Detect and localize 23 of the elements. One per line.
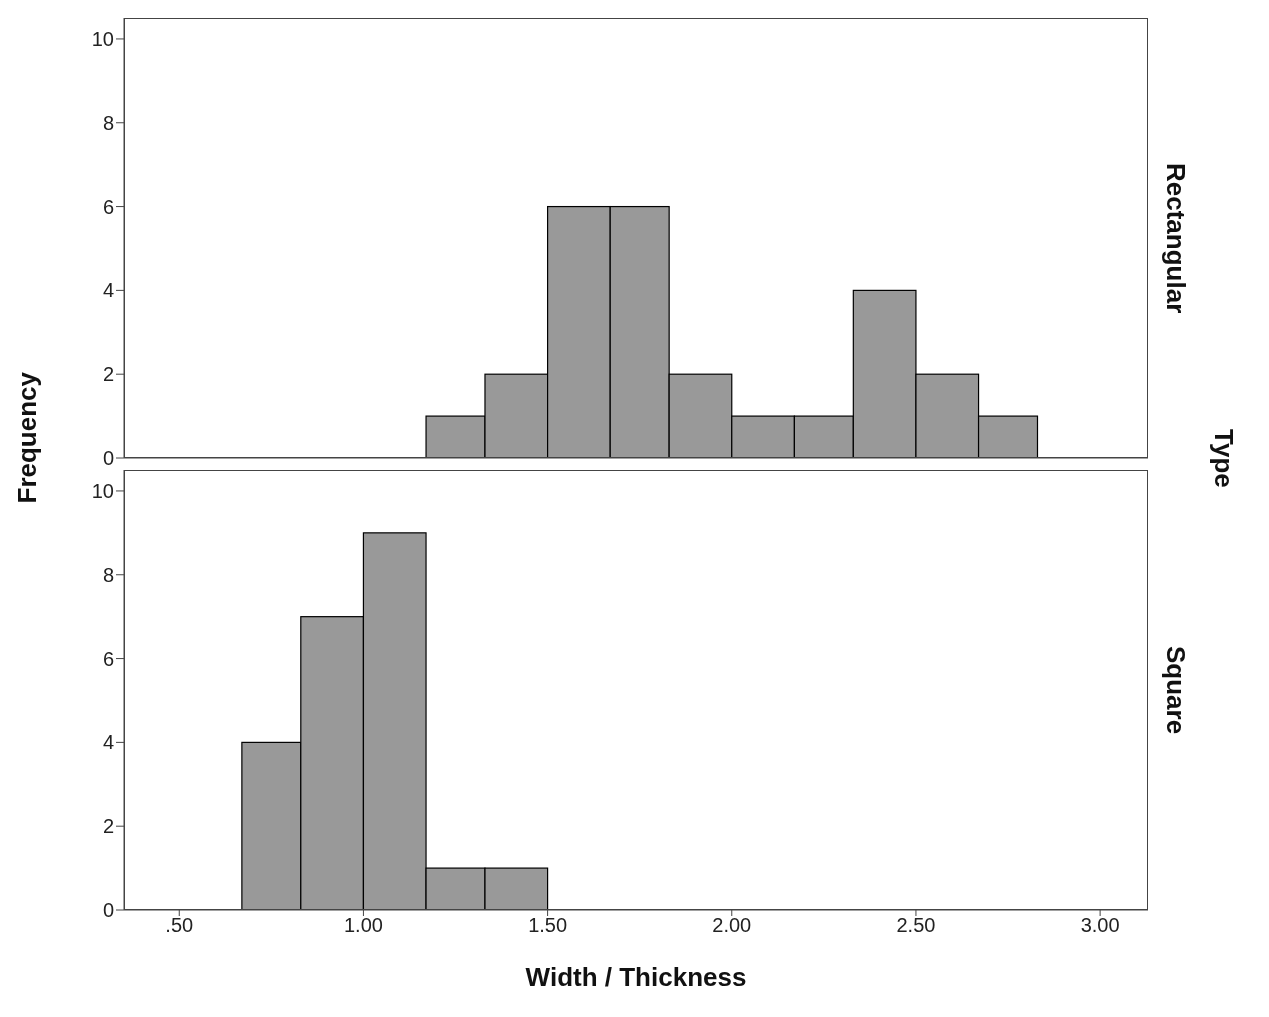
x-tick-label: 3.00 bbox=[1080, 914, 1120, 937]
x-tick-label: 1.00 bbox=[343, 914, 383, 937]
text: Rectangular bbox=[1160, 162, 1191, 314]
y-tick-label: 10 bbox=[91, 480, 114, 503]
y-tick-label: 6 bbox=[102, 647, 114, 670]
y-tick-label: 2 bbox=[102, 815, 114, 838]
y-tick-label: 4 bbox=[102, 731, 114, 754]
y-axis-title: Frequency bbox=[12, 372, 43, 504]
x-axis-title: Width / Thickness bbox=[525, 962, 747, 992]
text: Square bbox=[1160, 645, 1191, 735]
y-tick-label: 10 bbox=[91, 28, 114, 51]
y-tick-label: 2 bbox=[102, 363, 114, 386]
y-tick-label: 0 bbox=[102, 447, 114, 470]
y-tick-label: 8 bbox=[102, 111, 114, 134]
y-tick-label: 6 bbox=[102, 195, 114, 218]
text: Type bbox=[1208, 428, 1239, 488]
y-tick-label: 4 bbox=[102, 279, 114, 302]
y-tick-label: 8 bbox=[102, 563, 114, 586]
x-tick-label: 2.50 bbox=[896, 914, 936, 937]
x-tick-label: 1.50 bbox=[528, 914, 568, 937]
y-tick-label: 0 bbox=[102, 899, 114, 922]
x-tick-label: 2.00 bbox=[712, 914, 752, 937]
x-tick-label: .50 bbox=[165, 914, 194, 937]
